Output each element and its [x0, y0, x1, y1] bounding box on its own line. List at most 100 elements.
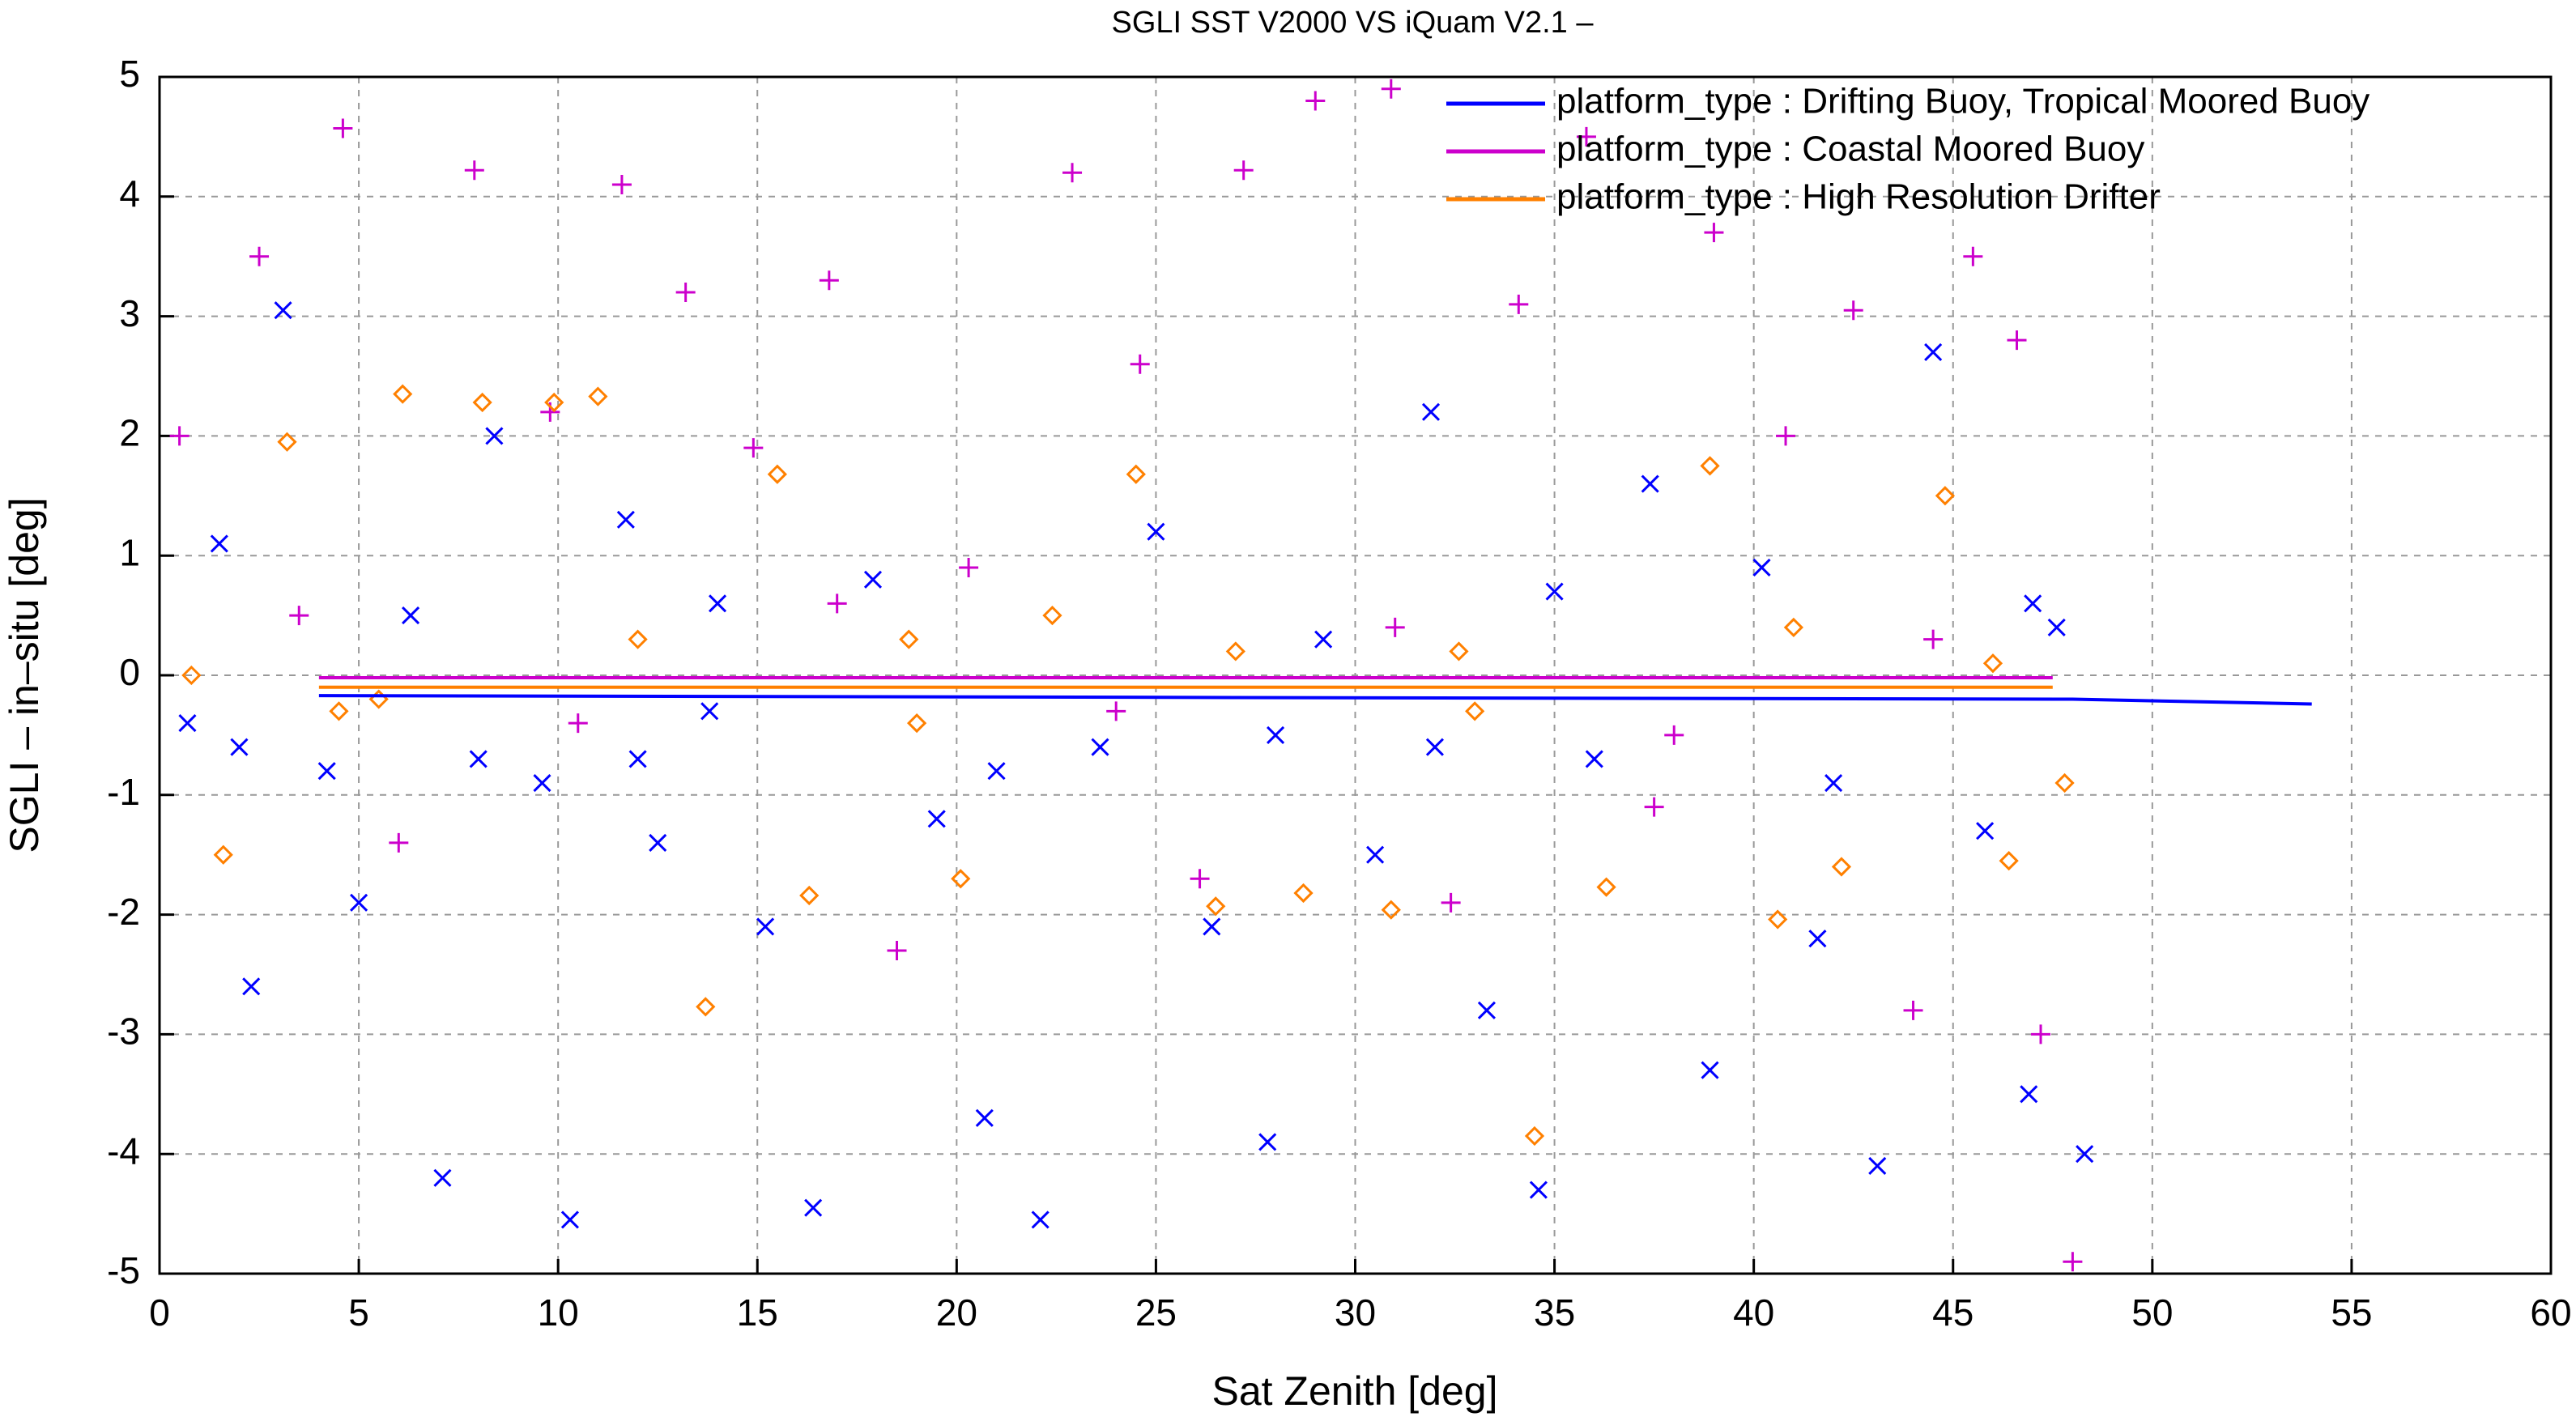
- data-point: [1293, 883, 1314, 904]
- x-tick-label: 60: [2530, 1291, 2571, 1334]
- data-point: [181, 665, 202, 686]
- data-point: [1843, 300, 1863, 321]
- data-point: [1267, 725, 1285, 744]
- y-tick-label: -1: [107, 771, 140, 813]
- chart-title: SGLI SST V2000 VS iQuam V2.1 –: [1112, 6, 1595, 40]
- data-point: [959, 557, 979, 577]
- data-point: [1524, 1125, 1545, 1147]
- x-axis-label: Sat Zenith [deg]: [1211, 1368, 1497, 1414]
- data-point: [628, 750, 647, 768]
- data-point: [975, 1108, 994, 1127]
- data-point: [588, 386, 608, 406]
- x-tick-label: 5: [348, 1291, 369, 1334]
- data-point: [1042, 605, 1062, 626]
- data-point: [1576, 126, 1596, 147]
- data-point: [393, 384, 413, 404]
- data-point: [230, 738, 249, 756]
- data-point: [1206, 896, 1226, 917]
- data-point: [210, 534, 228, 553]
- data-point: [2031, 1024, 2051, 1044]
- data-point: [1126, 464, 1146, 484]
- data-point: [1585, 750, 1603, 768]
- data-point: [1203, 917, 1221, 936]
- data-point: [1106, 701, 1126, 721]
- data-point: [1831, 857, 1852, 877]
- data-point: [1233, 160, 1254, 181]
- y-tick-label: -4: [107, 1130, 140, 1172]
- data-point: [1190, 869, 1210, 889]
- data-point: [1982, 653, 2003, 674]
- data-point: [611, 175, 632, 195]
- data-point: [899, 629, 919, 649]
- x-tick-label: 55: [2331, 1291, 2372, 1334]
- data-point: [649, 833, 667, 852]
- data-point: [1664, 725, 1684, 745]
- data-point: [1963, 246, 1983, 266]
- data-point: [1868, 1156, 1887, 1176]
- data-point: [1701, 1061, 1719, 1079]
- data-point: [2024, 594, 2042, 613]
- data-point: [329, 701, 349, 721]
- data-point: [1305, 91, 1326, 111]
- y-tick-label: -2: [107, 891, 140, 933]
- data-point: [1031, 1210, 1050, 1229]
- data-point: [169, 426, 189, 446]
- y-tick-label: 5: [119, 53, 140, 95]
- data-point: [1545, 582, 1564, 601]
- data-point: [1421, 402, 1441, 421]
- x-tick-label: 40: [1733, 1291, 1774, 1334]
- data-point: [1700, 456, 1720, 476]
- data-point: [756, 917, 775, 936]
- data-point: [1130, 354, 1150, 374]
- data-point: [1477, 1001, 1496, 1019]
- legend-label: platform_type : High Resolution Drifter: [1556, 177, 2161, 217]
- data-point: [464, 160, 484, 181]
- data-point: [1091, 738, 1109, 756]
- data-point: [242, 977, 261, 996]
- data-point: [696, 997, 716, 1017]
- y-tick-label: 4: [119, 172, 140, 215]
- x-tick-label: 0: [149, 1291, 170, 1334]
- data-point: [1381, 79, 1401, 99]
- data-point: [708, 594, 727, 613]
- data-point: [1903, 1000, 1923, 1020]
- data-point: [2063, 1252, 2083, 1272]
- data-point: [1704, 223, 1724, 243]
- point-group: [181, 384, 2075, 1147]
- data-point: [1824, 773, 1843, 793]
- plot-frame: [158, 75, 2553, 1275]
- data-point: [402, 606, 420, 625]
- data-point: [1509, 294, 1529, 314]
- data-point: [1314, 630, 1333, 649]
- data-point: [700, 702, 719, 721]
- data-point: [1441, 892, 1461, 913]
- data-point: [819, 270, 839, 291]
- x-tick-label: 35: [1534, 1291, 1575, 1334]
- data-point: [2007, 330, 2027, 351]
- data-point: [350, 893, 368, 912]
- data-point: [1225, 641, 1245, 662]
- point-group: [178, 301, 2094, 1229]
- data-point: [1596, 877, 1616, 897]
- data-point: [2076, 1145, 2094, 1164]
- data-point: [1366, 845, 1385, 864]
- data-point: [1783, 617, 1804, 638]
- data-point: [1644, 797, 1664, 817]
- data-point: [799, 885, 820, 906]
- data-point: [628, 629, 648, 649]
- data-point: [249, 246, 270, 266]
- data-point: [317, 762, 336, 781]
- data-point: [1449, 641, 1469, 662]
- data-point: [1381, 900, 1401, 920]
- data-point: [1425, 738, 1444, 756]
- data-point: [1808, 930, 1827, 948]
- y-tick-label: 2: [119, 412, 140, 454]
- legend-label: platform_type : Drifting Buoy, Tropical …: [1556, 82, 2369, 121]
- data-point: [743, 438, 764, 458]
- data-point: [767, 464, 787, 484]
- y-tick-label: -5: [107, 1249, 140, 1291]
- y-axis-label: SGLI – in–situ [deg]: [2, 497, 47, 853]
- data-point: [616, 510, 635, 529]
